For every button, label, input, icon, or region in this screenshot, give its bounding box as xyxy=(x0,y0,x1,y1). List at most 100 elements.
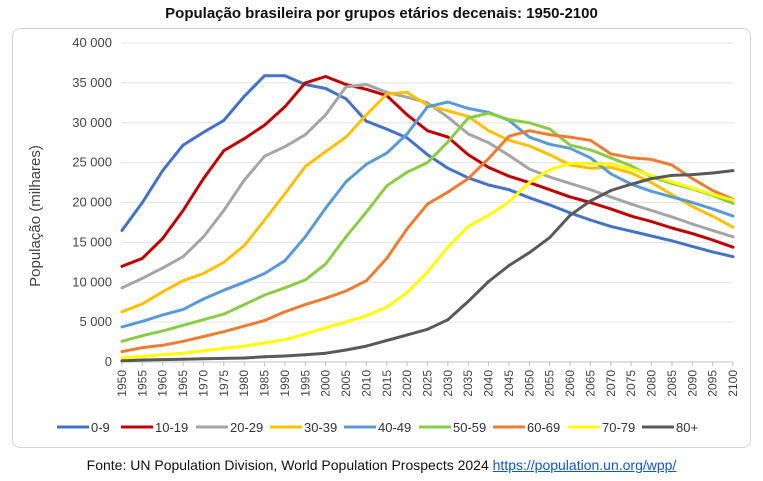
data-point xyxy=(181,279,185,283)
data-point xyxy=(263,293,266,297)
series-30-39 xyxy=(120,90,735,314)
data-point xyxy=(202,349,205,353)
y-tick-label: 0 xyxy=(105,354,112,369)
data-point xyxy=(161,169,165,173)
legend-item-10-19[interactable]: 10-19 xyxy=(121,420,188,435)
data-point xyxy=(365,83,368,86)
legend-item-70-79[interactable]: 70-79 xyxy=(568,420,635,435)
legend-label: 60-69 xyxy=(527,420,560,435)
legend-item-30-39[interactable]: 30-39 xyxy=(270,420,337,435)
data-point xyxy=(711,214,715,218)
data-point xyxy=(527,135,531,139)
legend-label: 40-49 xyxy=(378,420,411,435)
data-point xyxy=(344,320,348,324)
data-point xyxy=(365,87,368,91)
data-point xyxy=(507,174,511,178)
data-point xyxy=(242,137,246,141)
x-tick-label: 2030 xyxy=(441,370,455,397)
data-point xyxy=(589,138,592,142)
data-point xyxy=(629,214,633,218)
data-point xyxy=(426,129,429,133)
data-point xyxy=(161,329,165,333)
data-point xyxy=(283,105,287,109)
data-point xyxy=(711,238,715,242)
data-point xyxy=(324,113,328,117)
data-point xyxy=(202,177,205,180)
series-line-40-49[interactable] xyxy=(120,100,735,329)
data-point xyxy=(690,177,694,180)
data-point xyxy=(140,302,144,306)
data-point xyxy=(140,346,144,350)
data-point xyxy=(181,255,185,259)
x-tick-label: 2065 xyxy=(583,370,597,397)
data-point xyxy=(589,156,592,160)
y-tick-label: 40 000 xyxy=(72,35,112,50)
data-point xyxy=(446,140,450,144)
data-point xyxy=(711,171,715,175)
data-point xyxy=(446,115,450,119)
data-point xyxy=(426,327,429,331)
series-line-20-29[interactable] xyxy=(120,83,735,290)
x-tick-label: 2060 xyxy=(563,370,577,397)
data-point xyxy=(140,334,144,338)
data-point xyxy=(731,235,735,239)
chart-frame xyxy=(12,28,751,448)
data-point xyxy=(548,133,552,137)
data-point xyxy=(507,154,511,157)
data-point xyxy=(589,162,592,165)
y-tick-label: 10 000 xyxy=(72,274,112,289)
data-point xyxy=(344,83,348,86)
legend-label: 80+ xyxy=(676,420,698,435)
data-point xyxy=(629,202,633,206)
legend-item-40-49[interactable]: 40-49 xyxy=(344,420,411,435)
legend-item-50-59[interactable]: 50-59 xyxy=(419,420,486,435)
series-line-50-59[interactable] xyxy=(120,111,735,343)
data-point xyxy=(731,225,735,229)
data-point xyxy=(283,286,287,290)
data-point xyxy=(385,151,389,155)
legend-item-80+[interactable]: 80+ xyxy=(642,420,698,435)
data-point xyxy=(120,310,124,314)
data-point xyxy=(548,168,552,172)
data-point xyxy=(589,199,592,203)
y-tick-label: 15 000 xyxy=(72,234,112,249)
data-point xyxy=(568,135,572,139)
data-point xyxy=(324,206,328,210)
data-point xyxy=(548,188,552,192)
legend-item-60-69[interactable]: 60-69 xyxy=(493,420,560,435)
series-60-69 xyxy=(120,129,735,354)
data-point xyxy=(650,234,653,238)
data-point xyxy=(222,209,226,212)
data-point xyxy=(222,312,226,316)
x-tick-label: 2015 xyxy=(380,370,394,397)
data-point xyxy=(202,318,205,322)
data-point xyxy=(242,324,246,328)
x-tick-label: 2080 xyxy=(645,370,659,397)
x-tick-label: 1965 xyxy=(176,370,190,397)
legend-item-0-9[interactable]: 0-9 xyxy=(57,420,110,435)
data-point xyxy=(263,123,266,127)
data-point xyxy=(609,225,613,228)
data-point xyxy=(263,319,266,322)
data-point xyxy=(487,166,490,169)
source-link[interactable]: https://population.un.org/wpp/ xyxy=(492,457,677,473)
legend-item-20-29[interactable]: 20-29 xyxy=(196,420,263,435)
data-point xyxy=(487,183,490,187)
data-point xyxy=(670,226,674,230)
data-point xyxy=(568,143,572,147)
data-point xyxy=(690,186,694,190)
data-point xyxy=(426,202,429,206)
x-tick-label: 2020 xyxy=(400,370,414,397)
data-point xyxy=(120,350,124,354)
data-point xyxy=(202,357,205,361)
data-point xyxy=(548,153,552,157)
data-point xyxy=(242,95,246,98)
data-point xyxy=(283,145,287,149)
x-tick-label: 2090 xyxy=(685,370,699,397)
data-point xyxy=(324,87,328,90)
data-point xyxy=(161,343,165,347)
data-point xyxy=(711,207,715,211)
series-line-80+[interactable] xyxy=(120,169,735,363)
data-point xyxy=(222,118,226,122)
data-point xyxy=(629,167,633,171)
